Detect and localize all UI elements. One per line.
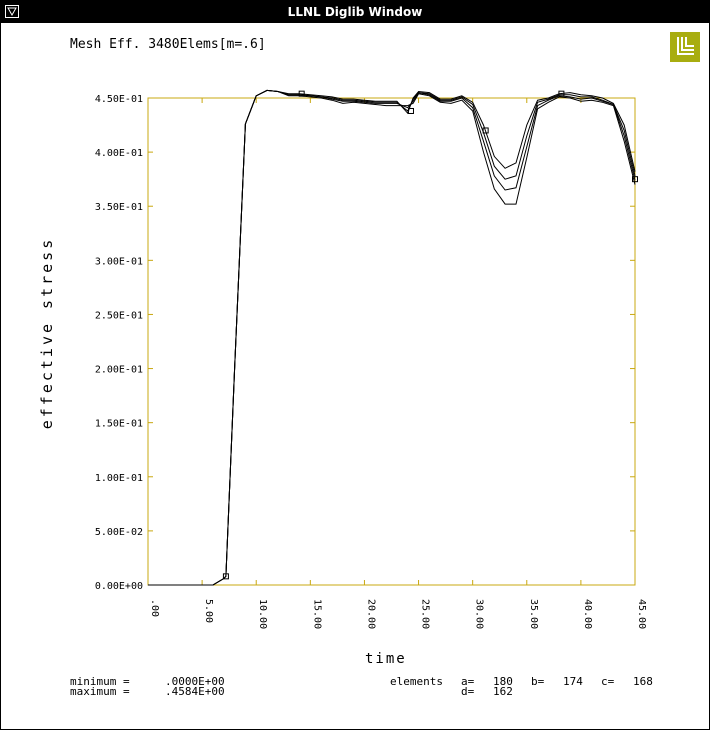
minimum-label: minimum = <box>70 675 130 688</box>
y-tick-label: 4.50E-01 <box>95 94 143 105</box>
y-tick-label: 2.00E-01 <box>95 365 143 376</box>
maximum-value: .4584E+00 <box>165 685 225 698</box>
y-tick-label: 4.00E-01 <box>95 148 143 159</box>
window-titlebar[interactable]: LLNL Diglib Window <box>1 1 709 23</box>
x-tick-label: 10.00 <box>257 599 268 629</box>
x-tick-label: 40.00 <box>582 599 593 629</box>
y-tick-label: 3.00E-01 <box>95 256 143 267</box>
element-b-label: b= <box>531 675 545 688</box>
minimum-value: .0000E+00 <box>165 675 225 688</box>
plot-frame <box>147 97 636 586</box>
y-tick-label: 5.00E-02 <box>95 527 143 538</box>
element-d-label: d= <box>461 685 475 698</box>
x-tick-label: 45.00 <box>636 599 647 629</box>
x-axis-label: time <box>365 651 407 667</box>
y-tick-label: 1.50E-01 <box>95 419 143 430</box>
data-marker <box>482 127 489 134</box>
element-b-value: 174 <box>563 675 583 688</box>
x-tick-label: 30.00 <box>474 599 485 629</box>
triangle-down-icon <box>7 7 17 16</box>
elements-label: elements <box>390 675 443 688</box>
y-tick-label: 3.50E-01 <box>95 202 143 213</box>
window-title: LLNL Diglib Window <box>287 5 423 19</box>
data-marker <box>407 107 414 114</box>
y-tick-label: 1.00E-01 <box>95 473 143 484</box>
llnl-logo-icon <box>677 37 694 55</box>
llnl-logo <box>670 32 700 62</box>
element-a-label: a= <box>461 675 475 688</box>
data-marker <box>558 90 565 97</box>
element-d-value: 162 <box>493 685 513 698</box>
series-line-c <box>148 89 636 586</box>
maximum-label: maximum = <box>70 685 130 698</box>
y-tick-label: 0.00E+00 <box>95 581 143 592</box>
series-line-b <box>148 89 636 586</box>
series-line-d <box>148 89 636 586</box>
y-tick-label: 2.50E-01 <box>95 310 143 321</box>
x-tick-label: 20.00 <box>365 599 376 629</box>
data-marker <box>632 176 638 183</box>
x-tick-label: 15.00 <box>311 599 322 629</box>
x-tick-label: 35.00 <box>528 599 539 629</box>
element-c-label: c= <box>601 675 615 688</box>
x-tick-label: 5.00 <box>203 599 214 623</box>
x-tick-label: .00 <box>149 599 160 617</box>
x-tick-label: 25.00 <box>420 599 431 629</box>
y-axis-label: effective stress <box>38 236 56 430</box>
plot-title: Mesh Eff. 3480Elems[m=.6] <box>70 37 266 52</box>
element-c-value: 168 <box>633 675 653 688</box>
data-marker <box>298 90 305 97</box>
window-menu-button[interactable] <box>5 5 19 18</box>
series-line-a <box>148 89 636 586</box>
data-marker <box>222 573 229 580</box>
element-a-value: 180 <box>493 675 513 688</box>
